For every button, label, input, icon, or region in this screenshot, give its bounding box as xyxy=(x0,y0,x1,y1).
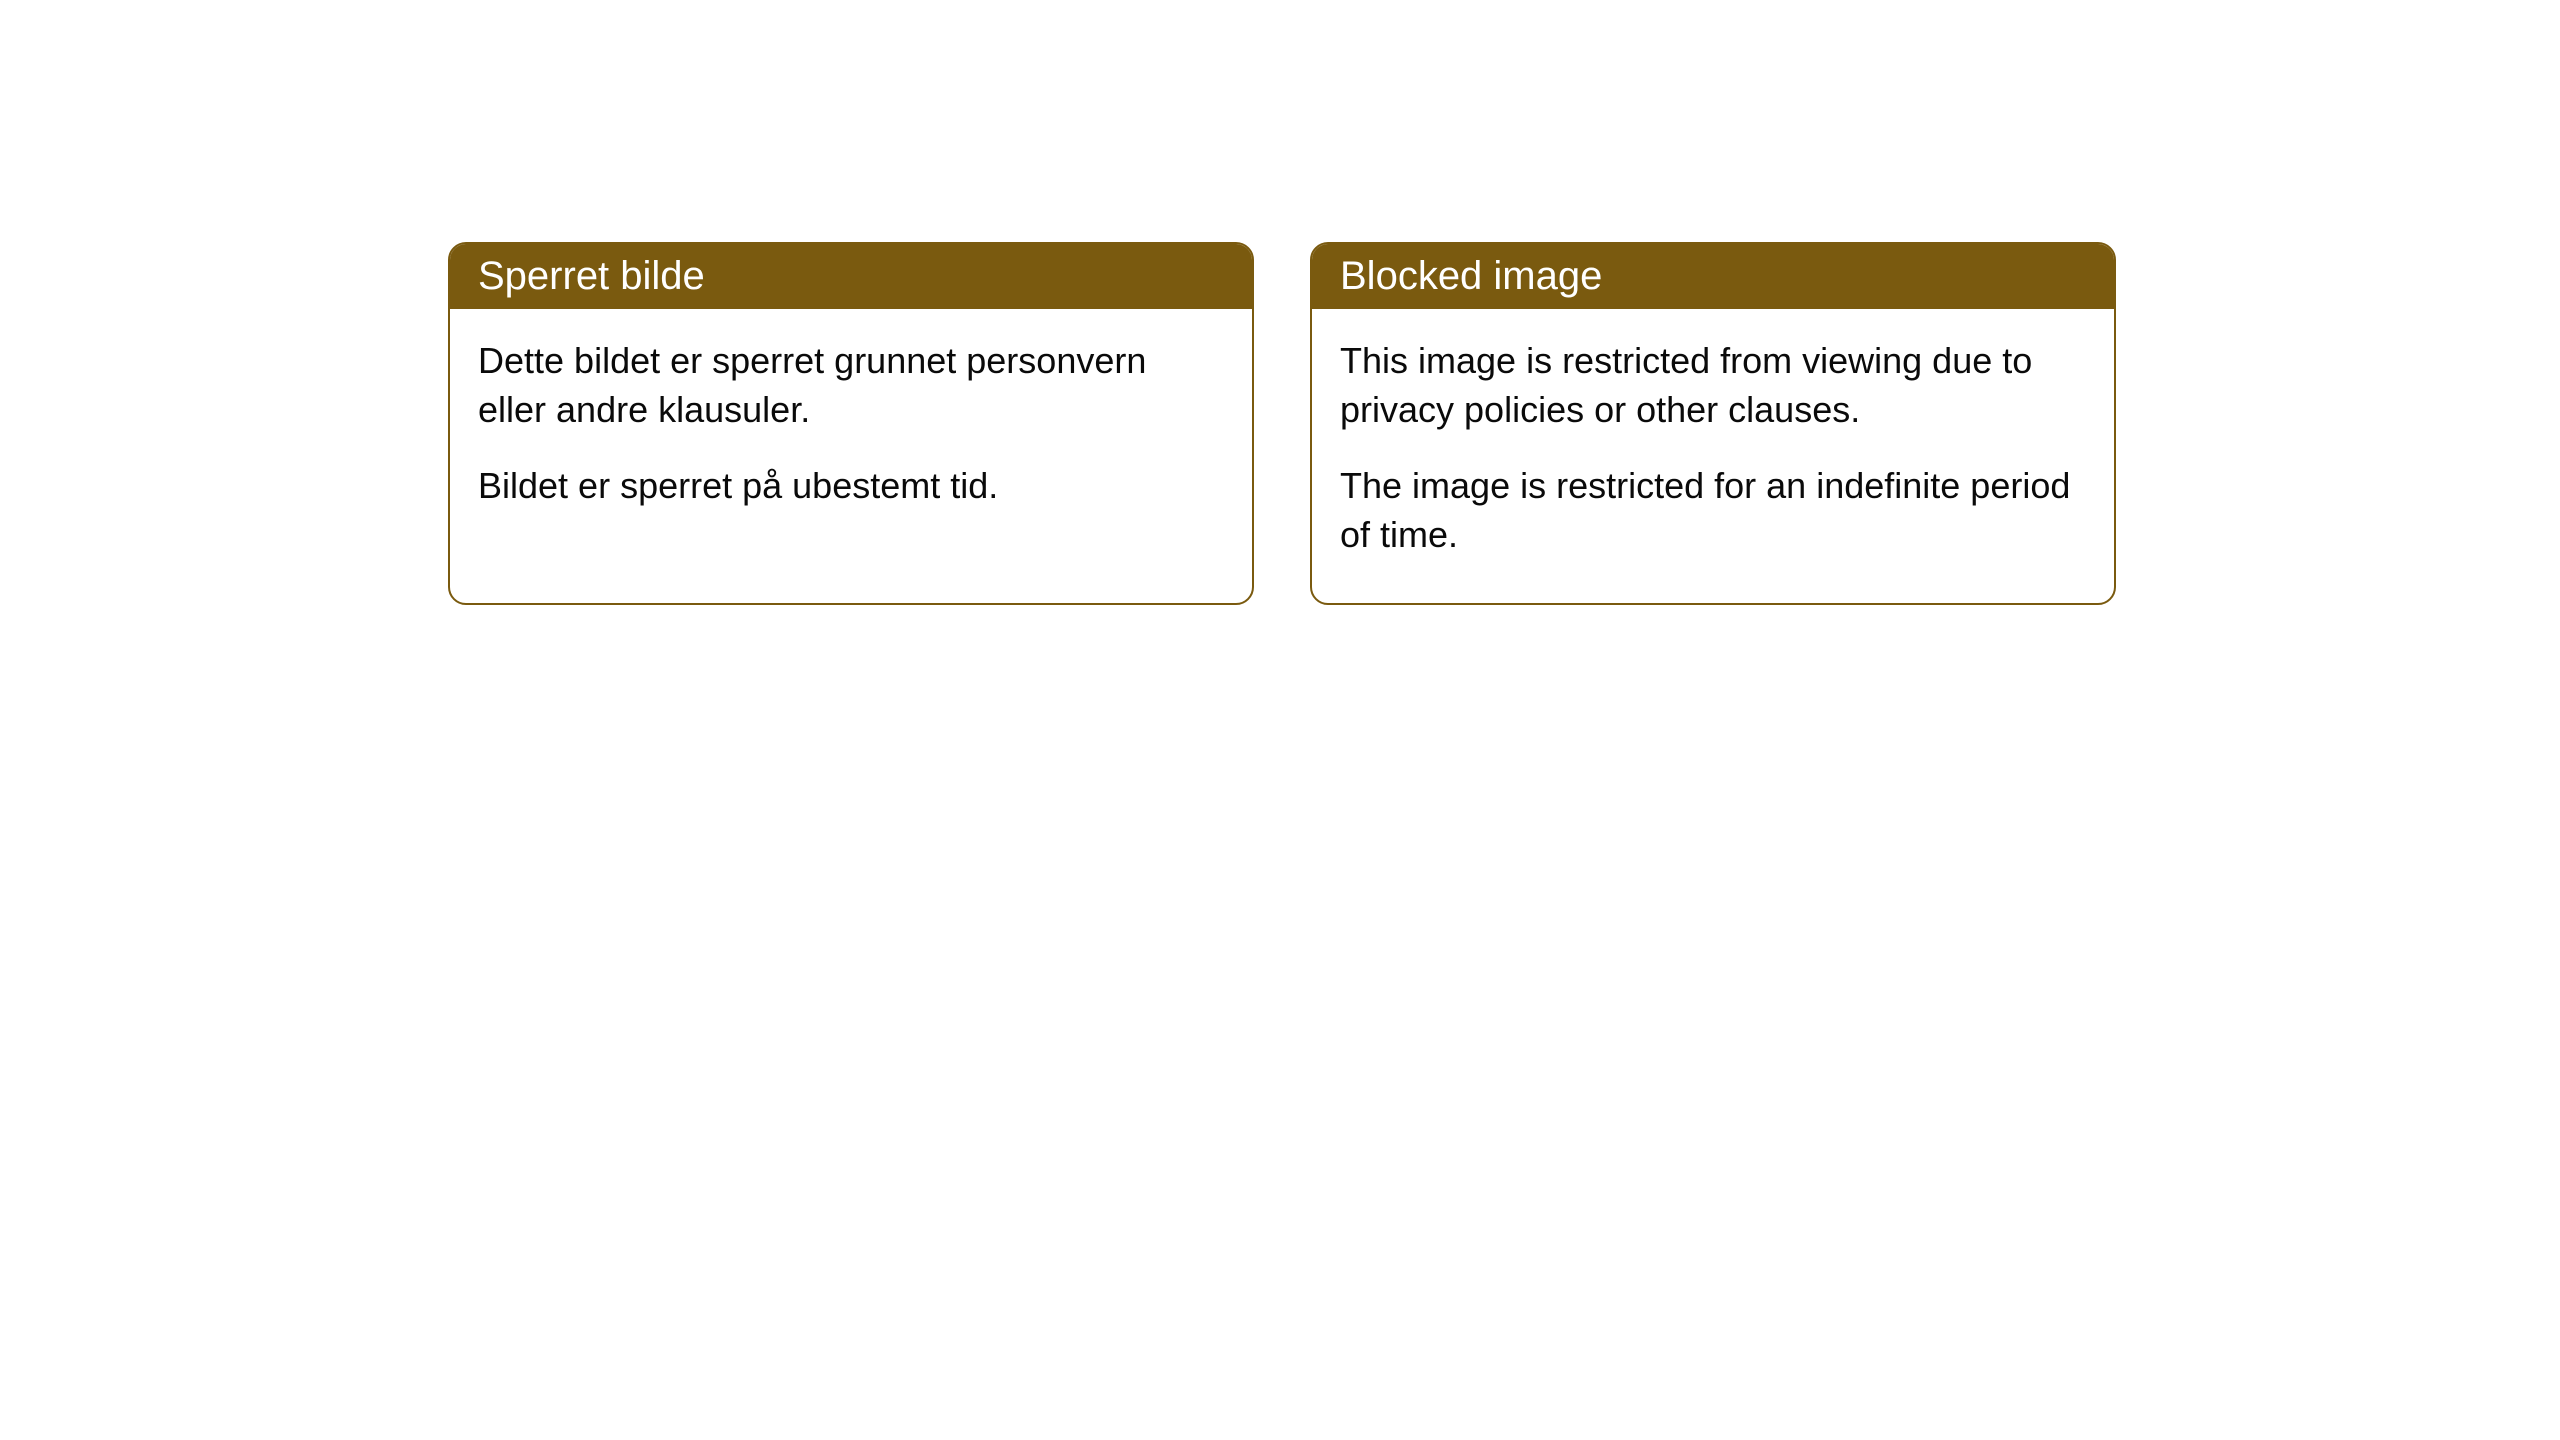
card-body: Dette bildet er sperret grunnet personve… xyxy=(450,309,1252,555)
card-header: Sperret bilde xyxy=(450,244,1252,309)
card-paragraph: This image is restricted from viewing du… xyxy=(1340,337,2086,434)
notice-container: Sperret bilde Dette bildet er sperret gr… xyxy=(0,0,2560,605)
card-body: This image is restricted from viewing du… xyxy=(1312,309,2114,603)
card-paragraph: Bildet er sperret på ubestemt tid. xyxy=(478,462,1224,511)
card-title: Blocked image xyxy=(1340,254,1602,298)
card-paragraph: The image is restricted for an indefinit… xyxy=(1340,462,2086,559)
blocked-image-card-english: Blocked image This image is restricted f… xyxy=(1310,242,2116,605)
card-title: Sperret bilde xyxy=(478,254,705,298)
card-paragraph: Dette bildet er sperret grunnet personve… xyxy=(478,337,1224,434)
blocked-image-card-norwegian: Sperret bilde Dette bildet er sperret gr… xyxy=(448,242,1254,605)
card-header: Blocked image xyxy=(1312,244,2114,309)
